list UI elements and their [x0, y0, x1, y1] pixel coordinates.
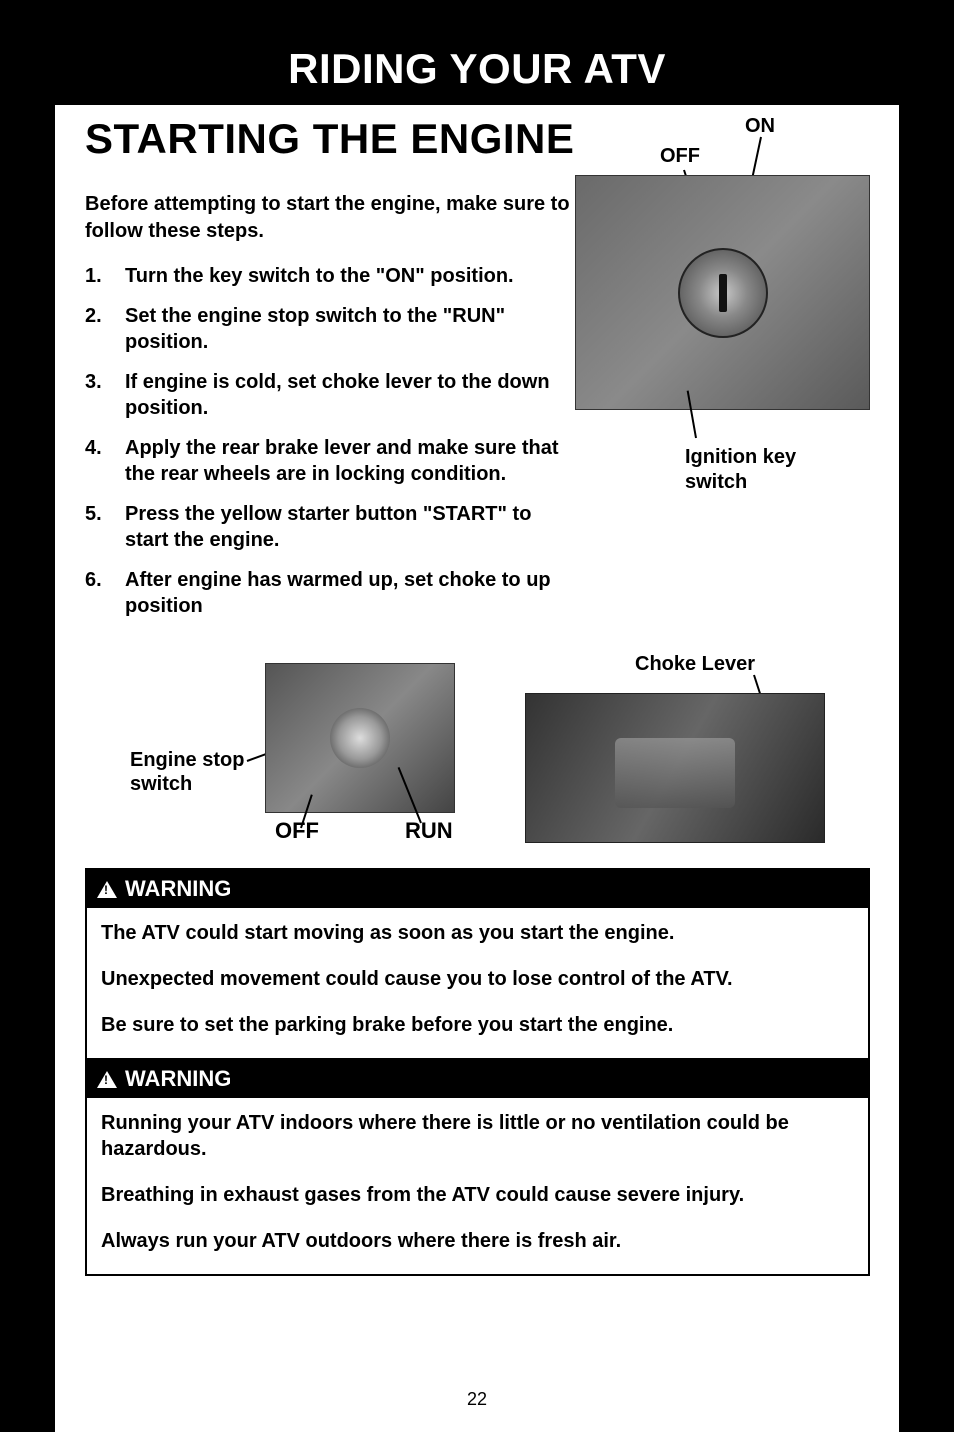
step-text: Turn the key switch to the "ON" position…: [125, 263, 575, 289]
engine-stop-label-line1: Engine stop: [130, 749, 244, 771]
engine-stop-off-label: OFF: [275, 818, 319, 844]
header-band: RIDING YOUR ATV: [0, 0, 954, 105]
left-column: Before attempting to start the engine, m…: [85, 191, 575, 633]
warning-box-1: WARNING The ATV could start moving as so…: [85, 868, 870, 1060]
engine-stop-photo: [265, 663, 455, 813]
ignition-caption-line1: Ignition key: [685, 446, 796, 468]
choke-label: Choke Lever: [635, 653, 755, 676]
warning-head-2: WARNING: [87, 1060, 868, 1098]
step-item: 2.Set the engine stop switch to the "RUN…: [85, 303, 575, 355]
ignition-on-label: ON: [745, 115, 775, 138]
engine-stop-label-line2: switch: [130, 773, 192, 795]
warning-head-1: WARNING: [87, 870, 868, 908]
warning2-p1: Running your ATV indoors where there is …: [101, 1110, 854, 1162]
warning1-p2: Unexpected movement could cause you to l…: [101, 966, 854, 992]
engine-stop-knob: [330, 708, 390, 768]
step-item: 6.After engine has warmed up, set choke …: [85, 567, 575, 619]
content: STARTING THE ENGINE Before attempting to…: [85, 115, 870, 1276]
step-item: 3.If engine is cold, set choke lever to …: [85, 369, 575, 421]
step-text: If engine is cold, set choke lever to th…: [125, 369, 575, 421]
warning-triangle-icon: [97, 1071, 117, 1088]
warning1-p3: Be sure to set the parking brake before …: [101, 1012, 854, 1038]
ignition-off-label: OFF: [660, 145, 700, 168]
page-number: 22: [0, 1389, 954, 1410]
engine-stop-label: Engine stop switch: [130, 748, 244, 796]
step-text: Set the engine stop switch to the "RUN" …: [125, 303, 575, 355]
warning-box-2: WARNING Running your ATV indoors where t…: [85, 1060, 870, 1276]
engine-stop-run-label: RUN: [405, 818, 453, 844]
steps-list: 1.Turn the key switch to the "ON" positi…: [85, 263, 575, 619]
warning1-p1: The ATV could start moving as soon as yo…: [101, 920, 854, 946]
ignition-photo: [575, 175, 870, 410]
warning-body-2: Running your ATV indoors where there is …: [87, 1098, 868, 1274]
ignition-keyhole: [678, 248, 768, 338]
ignition-labels: OFF ON: [575, 115, 875, 175]
page-root: RIDING YOUR ATV STARTING THE ENGINE Befo…: [0, 0, 954, 1432]
step-number: 4.: [85, 435, 125, 487]
step-number: 1.: [85, 263, 125, 289]
choke-mechanism: [615, 738, 735, 808]
intro-text: Before attempting to start the engine, m…: [85, 191, 575, 245]
step-item: 5.Press the yellow starter button "START…: [85, 501, 575, 553]
step-item: 1.Turn the key switch to the "ON" positi…: [85, 263, 575, 289]
step-text: After engine has warmed up, set choke to…: [125, 567, 575, 619]
warning2-p2: Breathing in exhaust gases from the ATV …: [101, 1182, 854, 1208]
warning2-p3: Always run your ATV outdoors where there…: [101, 1228, 854, 1254]
header-title: RIDING YOUR ATV: [288, 45, 666, 93]
warning-body-1: The ATV could start moving as soon as yo…: [87, 908, 868, 1058]
step-number: 2.: [85, 303, 125, 355]
mid-figures-row: Engine stop switch OFF RUN Choke Lever: [85, 663, 870, 863]
ignition-caption: Ignition key switch: [685, 445, 875, 495]
ignition-caption-line2: switch: [685, 471, 747, 493]
warning-head-text-1: WARNING: [125, 876, 231, 902]
step-item: 4.Apply the rear brake lever and make su…: [85, 435, 575, 487]
step-text: Press the yellow starter button "START" …: [125, 501, 575, 553]
step-number: 3.: [85, 369, 125, 421]
step-number: 5.: [85, 501, 125, 553]
warning-head-text-2: WARNING: [125, 1066, 231, 1092]
choke-photo: [525, 693, 825, 843]
ignition-slot: [719, 274, 727, 312]
ignition-figure: OFF ON Ignition key switch: [575, 115, 875, 495]
step-number: 6.: [85, 567, 125, 619]
step-text: Apply the rear brake lever and make sure…: [125, 435, 575, 487]
warning-triangle-icon: [97, 881, 117, 898]
